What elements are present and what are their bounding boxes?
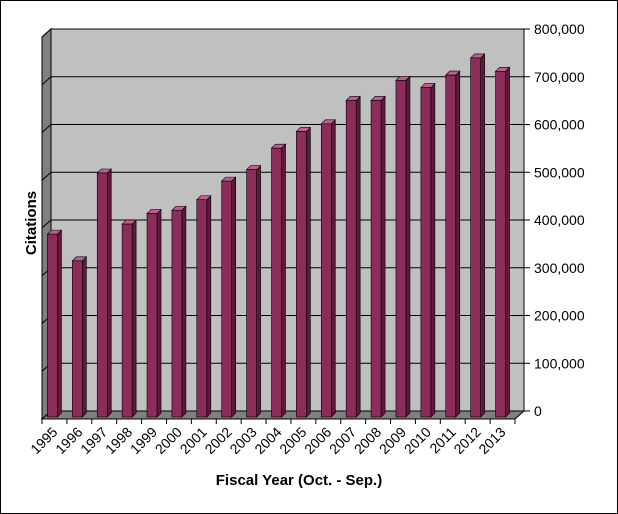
- x-tick-label: 2003: [226, 424, 259, 457]
- bar: [420, 82, 436, 418]
- bar-front: [171, 209, 183, 418]
- bar-side: [131, 219, 137, 418]
- gridline-side: [41, 28, 52, 38]
- y-tick-label: 700,000: [534, 69, 585, 85]
- bar: [96, 168, 112, 418]
- gridline-side: [41, 171, 52, 181]
- bar-side: [430, 82, 436, 418]
- bar: [171, 205, 187, 418]
- bar: [395, 75, 411, 418]
- bar-front: [345, 100, 357, 418]
- x-axis-title: Fiscal Year (Oct. - Sep.): [216, 472, 382, 489]
- bar-side: [181, 205, 187, 418]
- bar-front: [96, 172, 108, 418]
- x-tick-label: 1995: [27, 424, 60, 457]
- bar-side: [156, 208, 162, 418]
- bar-front: [221, 180, 233, 418]
- bar-side: [306, 126, 311, 418]
- bar-front: [72, 260, 83, 418]
- bar-side: [281, 143, 286, 418]
- x-tick-label: 2012: [450, 424, 483, 457]
- bar: [295, 126, 312, 418]
- gridline-side: [41, 124, 52, 133]
- x-tick-label: 2008: [351, 424, 384, 457]
- bar-front: [470, 57, 481, 418]
- bar: [494, 66, 511, 418]
- y-tick-label: 400,000: [534, 212, 585, 228]
- bar-front: [271, 147, 282, 418]
- bar-side: [455, 70, 461, 418]
- bar-side: [355, 95, 361, 418]
- bar-side: [231, 176, 237, 418]
- bar: [46, 229, 63, 418]
- bar: [220, 176, 237, 418]
- x-tick-label: 2005: [276, 424, 309, 457]
- bar: [196, 195, 212, 418]
- bars: [46, 53, 511, 418]
- x-tick-label: 1999: [127, 424, 160, 457]
- bar: [320, 119, 337, 418]
- x-tick-label: 2007: [326, 424, 359, 457]
- x-tick-label: 2006: [301, 424, 334, 457]
- bar-front: [445, 74, 457, 418]
- bar-side: [57, 229, 62, 418]
- x-tick-label: 2000: [152, 424, 185, 457]
- x-tick-label: 2011: [426, 424, 459, 457]
- bar-front: [246, 169, 257, 418]
- x-tick-label: 2004: [251, 424, 284, 457]
- bar: [445, 70, 461, 418]
- y-tick-label: 300,000: [534, 260, 585, 276]
- y-axis-ticks: 0 100,000 200,000 300,000 400,000 500,000 600,…: [523, 21, 585, 419]
- x-axis-ticks: 1995199619971998199920002001200220032004…: [27, 418, 516, 457]
- bar: [121, 219, 137, 418]
- bar-front: [320, 123, 332, 418]
- x-tick-label: 2001: [177, 424, 210, 457]
- bar-front: [495, 70, 506, 418]
- y-tick-label: 0: [534, 403, 542, 419]
- x-tick-label: 1996: [52, 424, 85, 457]
- bar: [71, 256, 88, 418]
- y-axis-title: Citations: [23, 191, 40, 255]
- y-tick-label: 200,000: [534, 308, 585, 324]
- bar-side: [256, 164, 261, 418]
- bar: [146, 208, 162, 418]
- bar-side: [480, 53, 485, 418]
- y-tick-label: 800,000: [534, 21, 585, 37]
- bar-front: [121, 223, 133, 418]
- x-tick-label: 1998: [102, 424, 135, 457]
- bar-front: [420, 87, 432, 418]
- bar-side: [106, 168, 112, 418]
- bar-side: [505, 66, 510, 418]
- x-tick-label: 2010: [401, 424, 434, 457]
- y-tick-label: 100,000: [534, 355, 585, 371]
- bar-side: [380, 95, 386, 418]
- bar-front: [196, 199, 208, 418]
- bar: [345, 95, 361, 418]
- x-tick-label: 2013: [475, 424, 508, 457]
- y-tick-label: 500,000: [534, 164, 585, 180]
- bar-side: [405, 75, 411, 418]
- bar: [270, 143, 287, 418]
- bar-front: [146, 213, 158, 418]
- x-tick-label: 1997: [77, 424, 110, 457]
- bar: [245, 164, 262, 418]
- bar-front: [296, 131, 307, 418]
- bar: [469, 53, 486, 418]
- bar-side: [82, 256, 87, 418]
- bar-front: [47, 233, 58, 418]
- bar-side: [330, 119, 336, 418]
- y-tick-label: 600,000: [534, 117, 585, 133]
- bar-front: [370, 100, 382, 418]
- bar-front: [395, 80, 407, 418]
- x-tick-label: 2002: [201, 424, 234, 457]
- gridline-side: [41, 219, 52, 229]
- bar: [370, 95, 386, 418]
- bar-side: [206, 195, 212, 418]
- gridline-side: [41, 76, 52, 86]
- x-tick-label: 2009: [376, 424, 409, 457]
